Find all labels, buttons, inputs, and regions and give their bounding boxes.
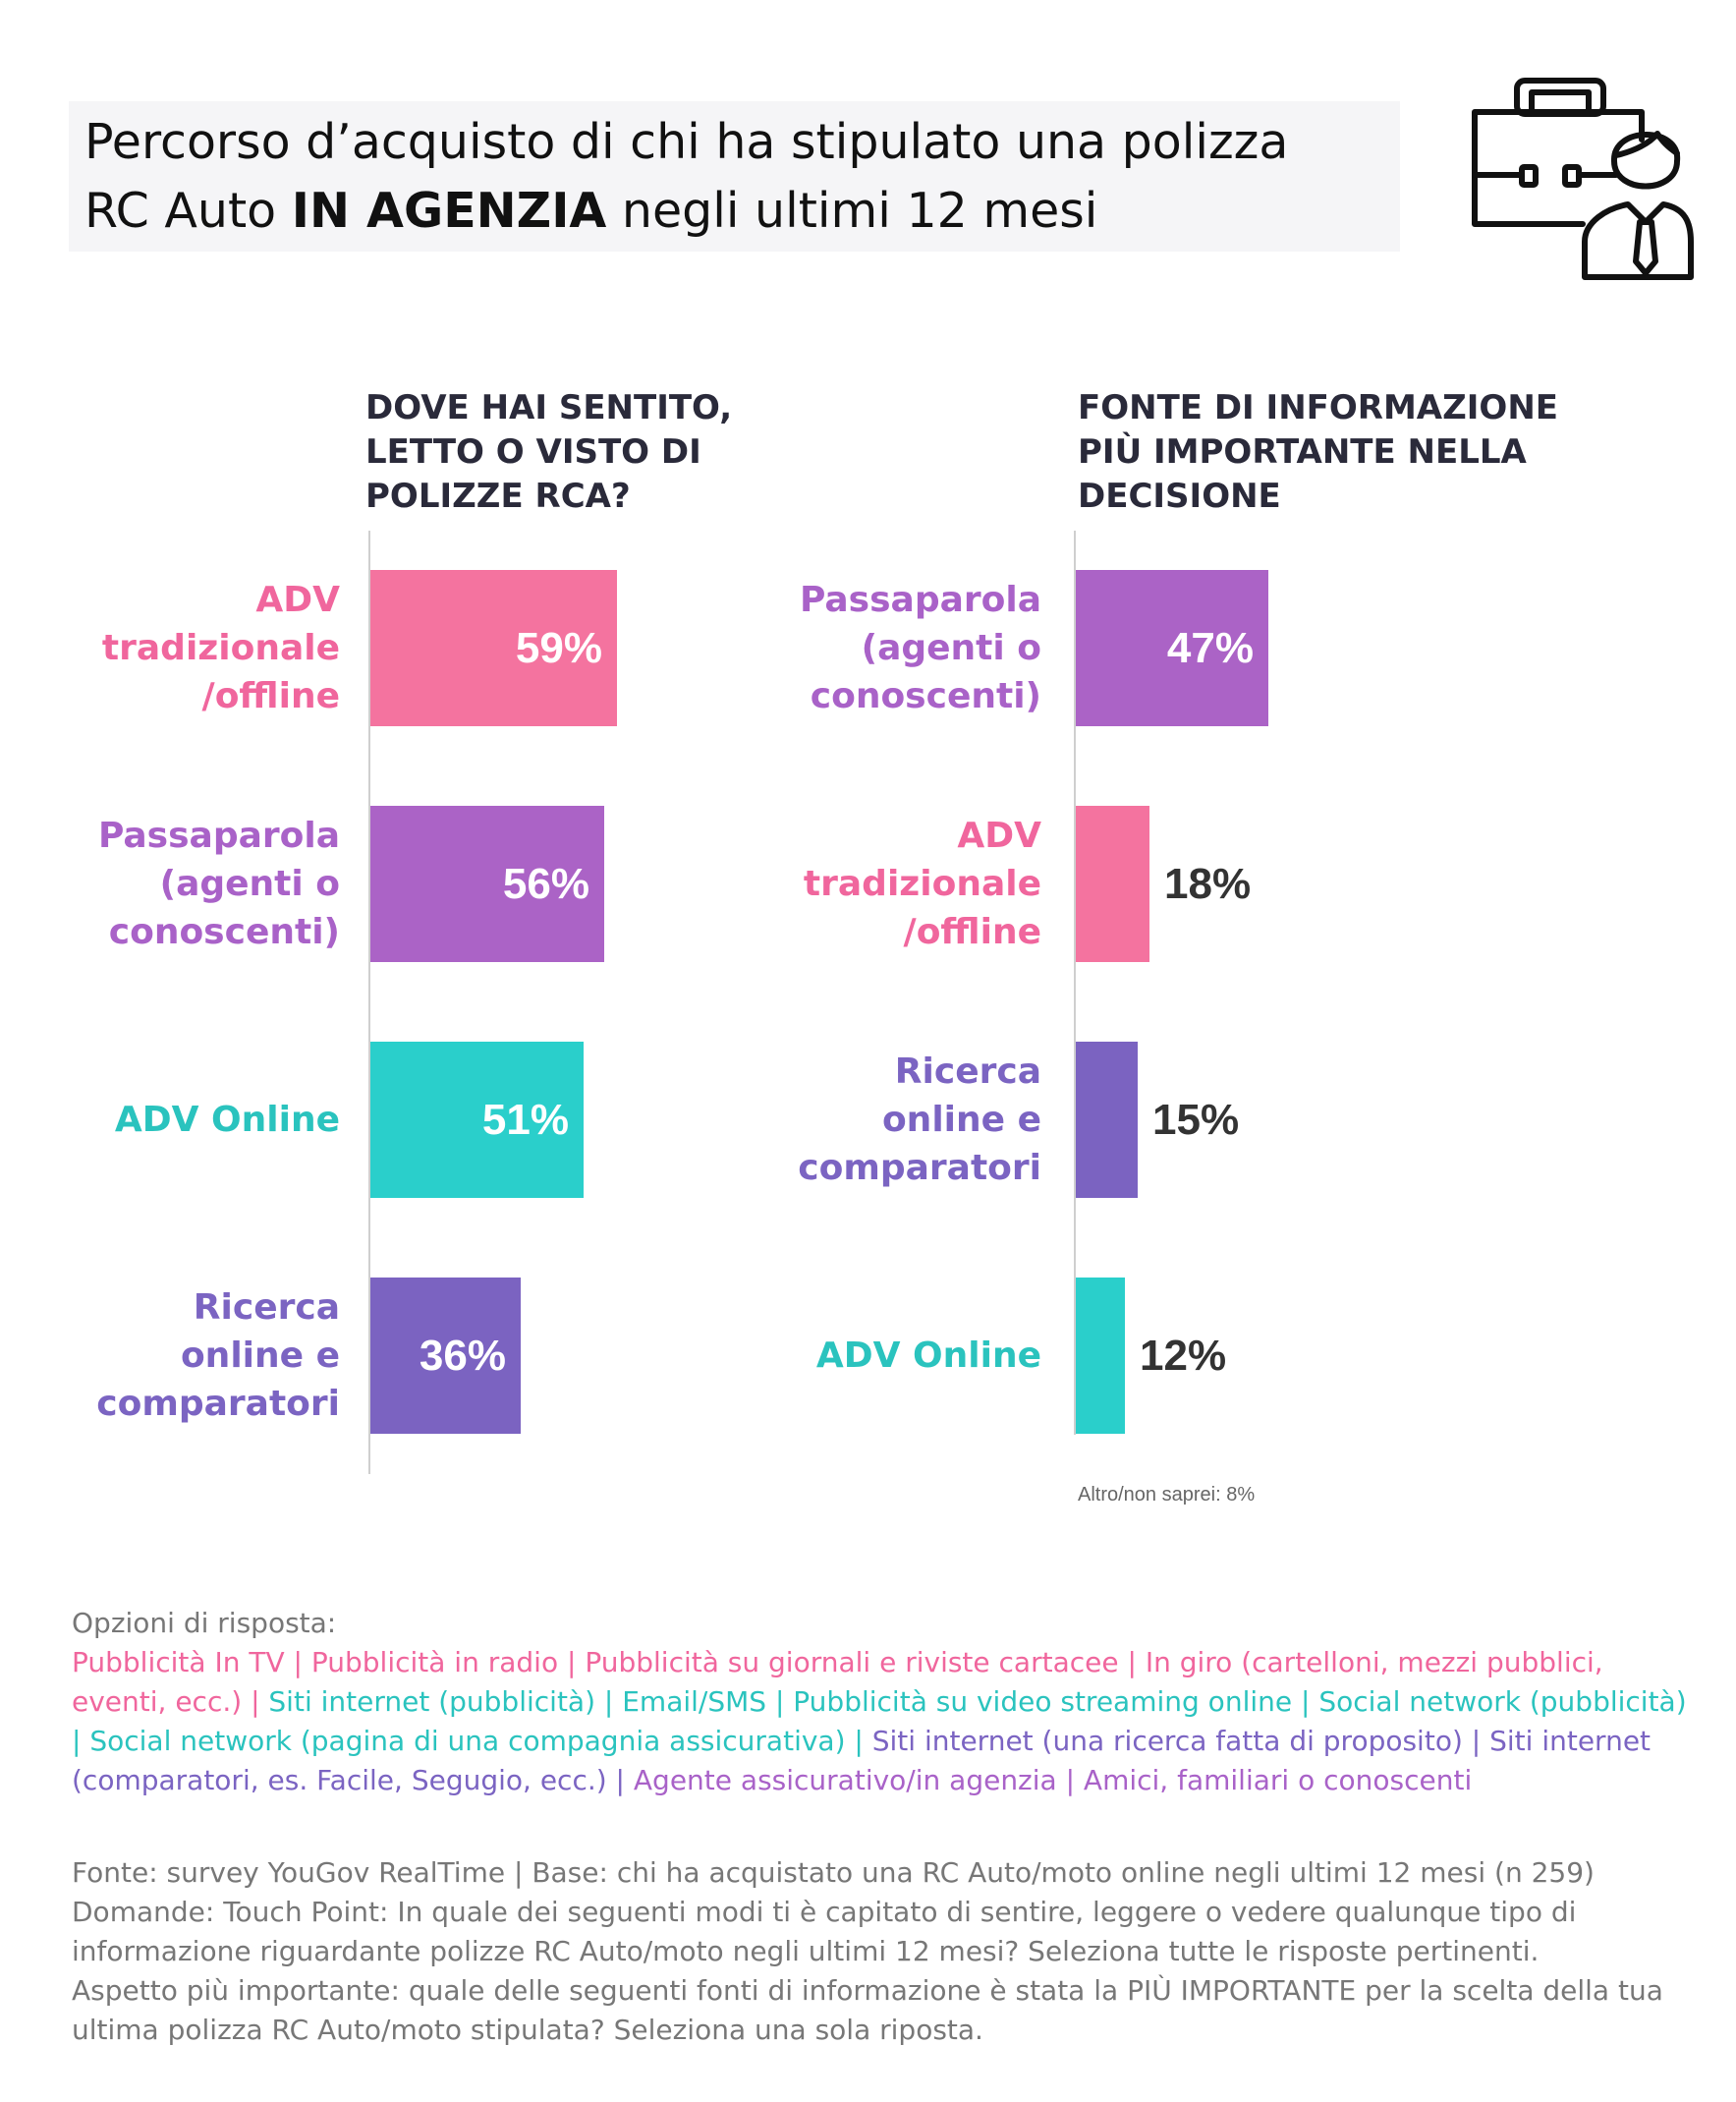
left-chart-axis bbox=[368, 531, 370, 1474]
left-bar-value-label: 51% bbox=[481, 1095, 569, 1144]
briefcase-agent-icon bbox=[1472, 78, 1694, 280]
right-bar-category-label: ADV tradizionale /offline bbox=[803, 816, 1041, 952]
options-word-of-mouth: Agente assicurativo/in agenzia | Amici, … bbox=[633, 1764, 1473, 1796]
left-bar-value-label: 56% bbox=[502, 859, 589, 908]
left-bar bbox=[370, 1042, 584, 1198]
left-bar bbox=[370, 570, 617, 726]
right-bar-value-label: 12% bbox=[1140, 1331, 1227, 1380]
right-chart-title-line: FONTE DI INFORMAZIONE bbox=[1078, 388, 1558, 427]
left-bar bbox=[370, 1278, 521, 1434]
right-chart-axis bbox=[1074, 531, 1076, 1435]
left-chart-title-line: POLIZZE RCA? bbox=[365, 477, 631, 516]
question-2-text: Aspetto più importante: quale delle segu… bbox=[72, 1974, 1663, 2046]
source-notes: Fonte: survey YouGov RealTime | Base: ch… bbox=[72, 1853, 1703, 2050]
page-title-suffix: negli ultimi 12 mesi bbox=[606, 183, 1098, 239]
left-bar-value-label: 36% bbox=[419, 1331, 506, 1380]
right-bar bbox=[1076, 806, 1149, 962]
right-bar-category-label: Passaparola (agenti o conoscenti) bbox=[799, 580, 1041, 716]
left-bar-category-label: Ricerca online e comparatori bbox=[96, 1287, 340, 1424]
right-bar-value-label: 18% bbox=[1164, 859, 1252, 908]
page-title-line-1: Percorso d’acquisto di chi ha stipulato … bbox=[84, 114, 1289, 170]
left-bar-category-label: Passaparola (agenti o conoscenti) bbox=[97, 816, 340, 952]
left-bar-value-label: 59% bbox=[515, 623, 602, 672]
left-bar bbox=[370, 806, 604, 962]
options-online-search: Siti internet (una ricerca fatta di prop… bbox=[72, 1725, 1652, 1796]
page-title-line-2: RC Auto IN AGENZIA negli ultimi 12 mesi bbox=[84, 183, 1097, 239]
right-bar-value-label: 47% bbox=[1166, 623, 1254, 672]
other-dont-know-note: Altro/non saprei: 8% bbox=[1078, 1484, 1256, 1505]
right-chart-title-line: PIÙ IMPORTANTE NELLA bbox=[1078, 432, 1527, 472]
right-bar bbox=[1076, 1278, 1125, 1434]
title-box bbox=[69, 101, 1400, 252]
right-bar bbox=[1076, 570, 1268, 726]
options-traditional-adv: Pubblicità In TV | Pubblicità in radio |… bbox=[72, 1646, 1603, 1718]
left-chart-title-line: DOVE HAI SENTITO, bbox=[365, 388, 733, 427]
source-text: Fonte: survey YouGov RealTime | Base: ch… bbox=[72, 1856, 1595, 1889]
options-online-adv: Siti internet (pubblicità) | Email/SMS |… bbox=[72, 1685, 1687, 1757]
left-bar-category-label: ADV Online bbox=[114, 1100, 340, 1140]
right-chart-title: FONTE DI INFORMAZIONE PIÙ IMPORTANTE NEL… bbox=[1078, 386, 1558, 519]
answer-options: Opzioni di risposta: Pubblicità In TV | … bbox=[72, 1604, 1703, 1800]
right-bar-category-label: Ricerca online e comparatori bbox=[798, 1051, 1041, 1188]
left-bar-category-label: ADV tradizionale /offline bbox=[101, 580, 340, 716]
question-1-text: Domande: Touch Point: In quale dei segue… bbox=[72, 1896, 1577, 1967]
page-title-prefix: RC Auto bbox=[84, 183, 292, 239]
right-chart-title-line: DECISIONE bbox=[1078, 477, 1281, 516]
right-bar-value-label: 15% bbox=[1152, 1095, 1240, 1144]
left-chart-title: DOVE HAI SENTITO, LETTO O VISTO DI POLIZ… bbox=[365, 386, 732, 519]
answer-options-heading: Opzioni di risposta: bbox=[72, 1607, 337, 1639]
left-chart-title-line: LETTO O VISTO DI bbox=[365, 432, 701, 472]
right-bar-category-label: ADV Online bbox=[815, 1335, 1041, 1376]
page-title-bold: IN AGENZIA bbox=[291, 183, 607, 239]
right-bar bbox=[1076, 1042, 1138, 1198]
answer-options-list: Pubblicità In TV | Pubblicità in radio |… bbox=[72, 1643, 1703, 1800]
